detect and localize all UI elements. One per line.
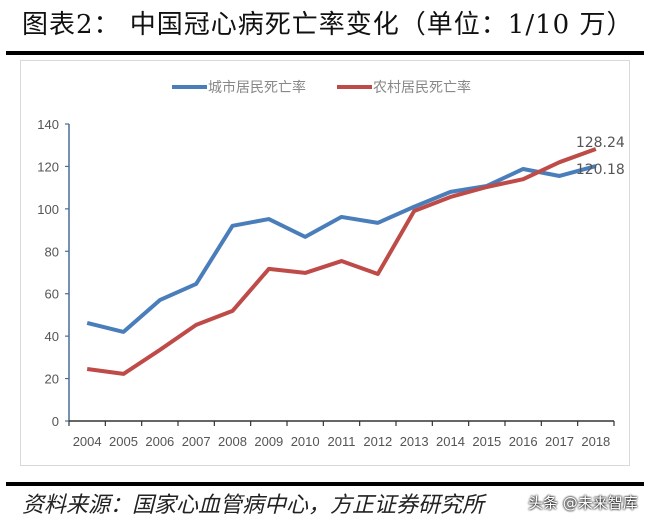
y-tick-label: 80 (45, 244, 59, 259)
y-tick-label: 100 (37, 202, 59, 217)
watermark: 头条 @未来智库 (528, 494, 638, 512)
x-tick-label: 2007 (182, 434, 211, 449)
top-rule (6, 51, 644, 55)
x-tick-label: 2010 (291, 434, 320, 449)
x-tick-label: 2015 (472, 434, 501, 449)
data-label: 120.18 (576, 162, 625, 178)
y-tick-label: 120 (37, 159, 59, 174)
x-tick-label: 2014 (436, 434, 465, 449)
x-tick-label: 2013 (400, 434, 429, 449)
y-tick-label: 0 (52, 414, 59, 429)
x-tick-label: 2012 (363, 434, 392, 449)
legend-label: 农村居民死亡率 (373, 79, 471, 96)
y-tick-label: 60 (45, 287, 59, 302)
x-tick-label: 2009 (254, 434, 283, 449)
x-tick-label: 2018 (581, 434, 610, 449)
data-label: 128.24 (576, 135, 625, 151)
y-tick-label: 140 (37, 117, 59, 132)
chart-frame (20, 60, 630, 466)
x-tick-label: 2011 (328, 434, 356, 449)
series-line-1 (86, 164, 597, 334)
legend-label: 城市居民死亡率 (208, 79, 306, 96)
series-line-2 (86, 147, 597, 376)
y-tick-label: 20 (45, 372, 59, 387)
x-tick-label: 2017 (545, 434, 574, 449)
figure-title: 图表2： 中国冠心病死亡率变化（单位：1/10 万） (22, 10, 634, 40)
x-tick-label: 2008 (218, 434, 247, 449)
x-tick-label: 2005 (109, 434, 138, 449)
x-tick-label: 2004 (73, 434, 102, 449)
y-tick-label: 40 (45, 329, 59, 344)
x-tick-label: 2016 (509, 434, 538, 449)
x-tick-label: 2006 (145, 434, 174, 449)
source-note: 资料来源：国家心血管病中心，方正证券研究所 (22, 493, 485, 518)
bottom-rule (6, 482, 644, 486)
